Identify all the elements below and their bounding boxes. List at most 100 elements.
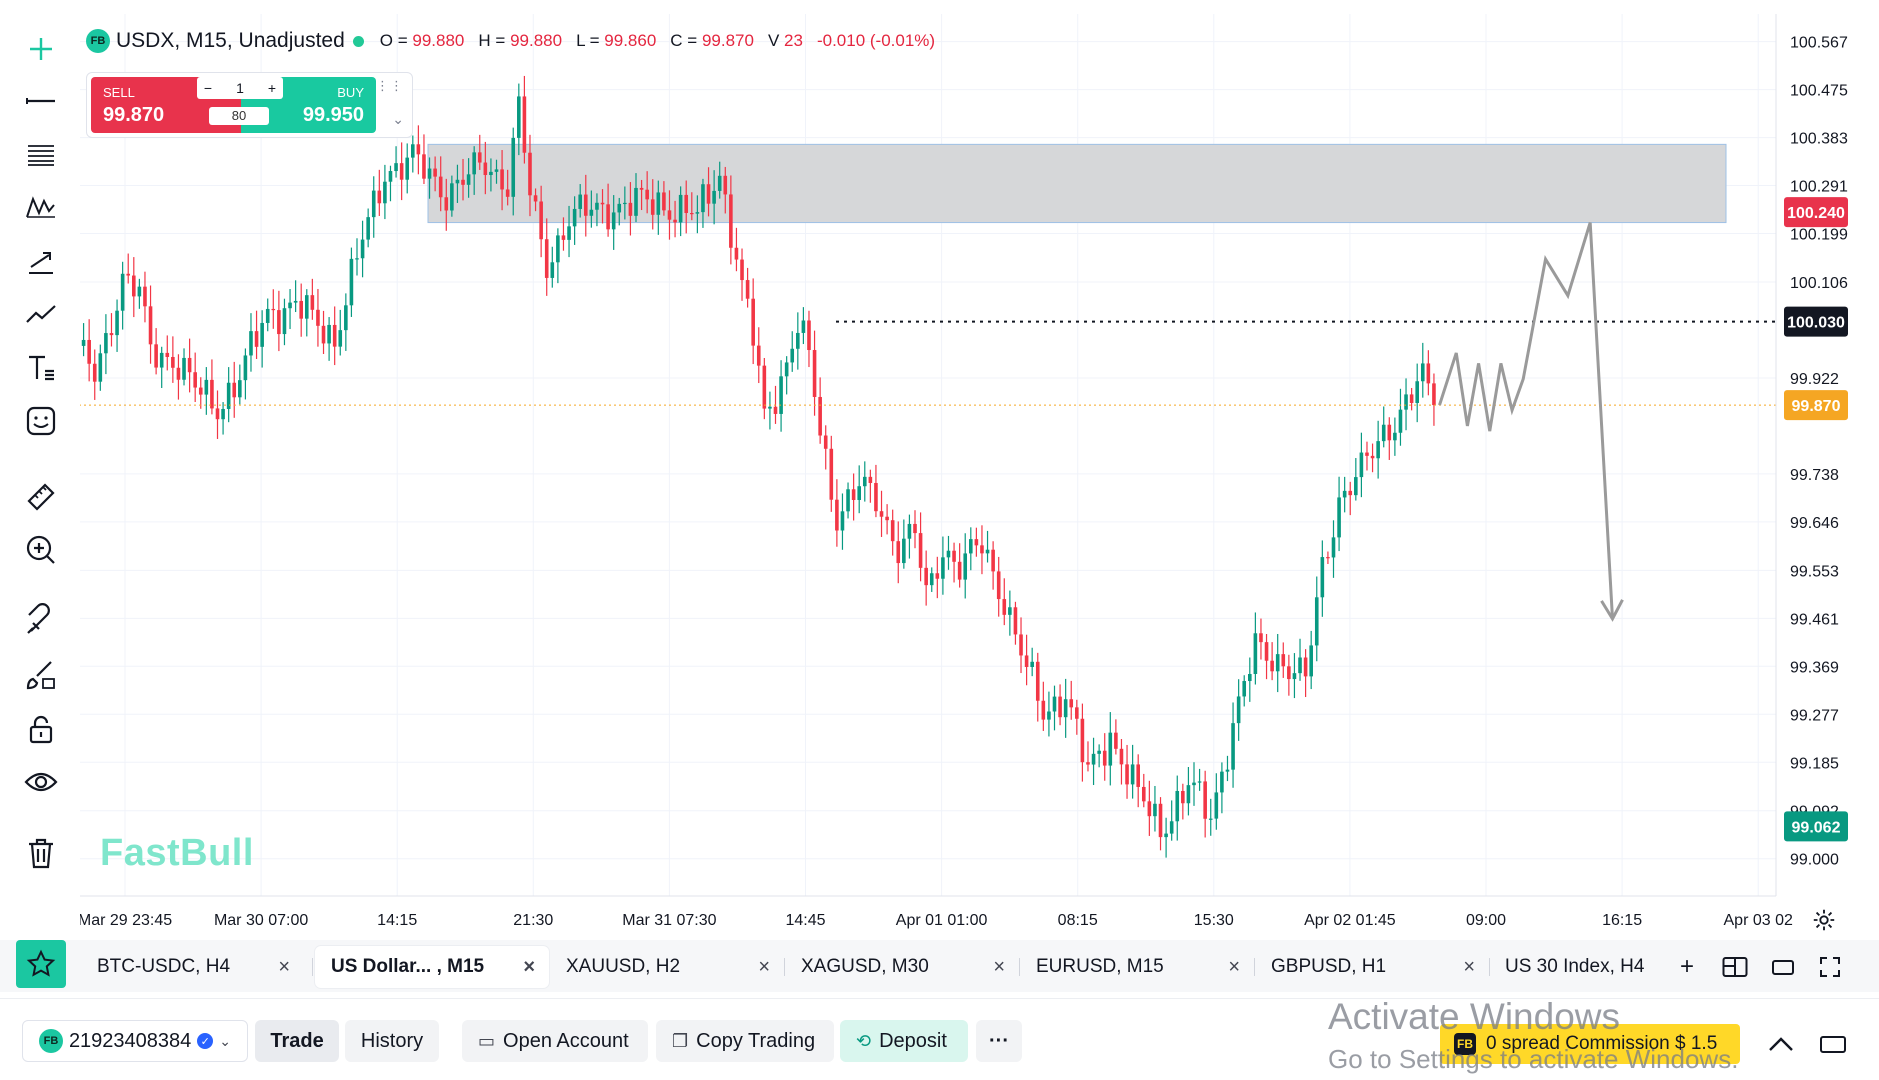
tab-xagusd[interactable]: XAGUSD, M30 × (785, 946, 1019, 988)
copy-trading-button[interactable]: ❐ Copy Trading (656, 1020, 834, 1062)
time-tick-label: Apr 01 01:00 (896, 912, 988, 929)
trend-arrow-icon[interactable] (20, 240, 62, 282)
chart-settings-icon[interactable] (1810, 906, 1838, 934)
sticker-icon[interactable] (20, 400, 62, 442)
candle-body (991, 549, 995, 572)
history-button[interactable]: History (345, 1020, 439, 1062)
candle-body (1141, 786, 1146, 802)
candle-body (611, 212, 616, 230)
text-icon[interactable] (20, 346, 62, 388)
candle-body (271, 308, 276, 311)
tab-us-dollar[interactable]: US Dollar... , M15 × (315, 946, 549, 988)
promo-banner[interactable]: FB 0 spread Commission $ 1.5 (1440, 1024, 1740, 1064)
more-button[interactable]: ··· (976, 1020, 1022, 1062)
support-price-badge-bg (1784, 811, 1848, 842)
market-status-dot (352, 35, 364, 47)
candle-body (846, 489, 850, 512)
layout-icon[interactable] (1718, 950, 1752, 984)
zoom-in-icon[interactable] (20, 529, 62, 571)
candle-body (1035, 661, 1040, 701)
candle-body (221, 408, 225, 420)
candle-body (1365, 452, 1369, 456)
candle-body (1047, 711, 1051, 720)
tab-gbpusd[interactable]: GBPUSD, H1 × (1255, 946, 1489, 988)
trade-button[interactable]: Trade (255, 1020, 339, 1062)
tab-eurusd[interactable]: EURUSD, M15 × (1020, 946, 1254, 988)
activate-windows-watermark: Activate Windows Go to Settings to activ… (1328, 996, 1738, 1080)
close-tab-icon[interactable]: × (278, 955, 290, 978)
high-value: H = 99.880 (478, 31, 563, 50)
candle-body (243, 355, 248, 381)
path-icon[interactable] (20, 293, 62, 335)
time-axis[interactable]: Mar 29 23:45 Mar 30 07:00 14:15 21:30 Mar 31… (78, 912, 1793, 929)
price-chart[interactable]: 100.567 100.475 100.383 100.291 100.199 100.1… (0, 0, 1879, 940)
candle-body (159, 352, 164, 368)
tab-xauusd[interactable]: XAUUSD, H2 × (550, 946, 784, 988)
candle-body (1158, 803, 1163, 838)
chevron-down-icon[interactable]: ⌄ (392, 111, 404, 127)
projection-path[interactable] (1438, 222, 1614, 619)
window-icon[interactable] (1766, 950, 1800, 984)
candle-body (411, 144, 415, 158)
price-axis[interactable]: 100.567 100.475 100.383 100.291 100.199 100.1… (1790, 35, 1848, 869)
candle-body (879, 511, 884, 517)
activate-subtitle: Go to Settings to activate Windows. (1328, 1044, 1739, 1074)
resistance-zone[interactable] (427, 143, 1727, 224)
eye-icon[interactable] (20, 761, 62, 803)
account-selector[interactable]: FB 21923408384 ✓ ⌄ (22, 1020, 248, 1062)
drag-handle-icon[interactable]: ⋮⋮ (376, 78, 404, 93)
magnet-icon[interactable] (20, 600, 62, 642)
pattern-icon[interactable] (20, 186, 62, 228)
candle-body (500, 169, 504, 190)
open-account-button[interactable]: ▭ Open Account (462, 1020, 648, 1062)
horizontal-line-icon[interactable] (20, 80, 62, 122)
candle-body (489, 171, 493, 176)
ruler-icon[interactable] (20, 476, 62, 518)
candle-body (238, 380, 242, 398)
window-icon[interactable] (1816, 1028, 1850, 1060)
price-tick-label: 100.291 (1790, 179, 1848, 196)
chevron-up-icon[interactable] (1764, 1028, 1798, 1060)
candle-body (1320, 557, 1325, 598)
candle-body (1253, 633, 1258, 674)
favorite-star-icon[interactable] (16, 940, 66, 988)
quantity-value[interactable]: 1 (236, 80, 244, 96)
candle-body (567, 226, 571, 240)
tab-us30[interactable]: US 30 Index, H4 (1490, 946, 1672, 988)
increase-quantity-button[interactable]: + (267, 80, 277, 96)
candle-body (1298, 657, 1302, 674)
symbol-title[interactable]: USDX, M15, Unadjusted (116, 29, 345, 52)
candle-body (634, 187, 638, 216)
candle-body (433, 168, 437, 177)
time-tick-label: 08:15 (1058, 912, 1098, 929)
candle-body (383, 181, 387, 204)
decrease-quantity-button[interactable]: − (203, 80, 213, 96)
candle-body (1136, 764, 1140, 787)
candle-body (450, 183, 454, 211)
candle-body (1359, 452, 1364, 478)
add-tab-button[interactable]: + (1679, 953, 1694, 980)
candle-body (182, 357, 186, 380)
last-price-badge: 99.870 (1792, 398, 1841, 415)
chart-legend: FB USDX, M15, Unadjusted O = 99.880 H = … (86, 26, 949, 56)
last-price-badge-bg (1784, 390, 1848, 421)
close-tab-icon[interactable]: × (1463, 955, 1475, 978)
promo-logo-icon: FB (1454, 1033, 1476, 1055)
candle-body (1041, 700, 1046, 720)
candle-body (935, 573, 940, 579)
deposit-button[interactable]: ⟲ Deposit (840, 1020, 968, 1062)
quantity-stepper[interactable]: − 1 + (197, 77, 283, 99)
close-tab-icon[interactable]: × (993, 955, 1005, 978)
candle-body (316, 309, 320, 326)
trash-icon[interactable] (20, 832, 62, 874)
close-tab-icon[interactable]: × (758, 955, 770, 978)
tab-btc-usdc[interactable]: BTC-USDC, H4 × (80, 946, 304, 988)
fullscreen-icon[interactable] (1813, 950, 1847, 984)
candle-body (132, 275, 136, 297)
brush-icon[interactable] (20, 654, 62, 696)
lock-icon[interactable] (20, 708, 62, 750)
close-tab-icon[interactable]: × (523, 955, 535, 978)
fib-levels-icon[interactable] (20, 133, 62, 175)
close-tab-icon[interactable]: × (1228, 955, 1240, 978)
crosshair-icon[interactable] (20, 28, 62, 70)
